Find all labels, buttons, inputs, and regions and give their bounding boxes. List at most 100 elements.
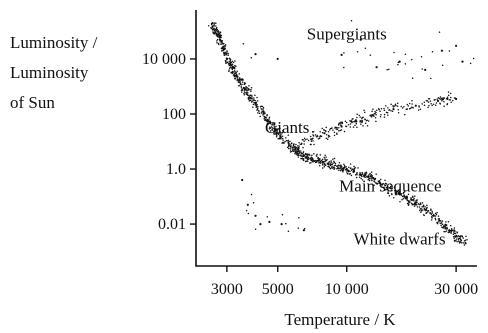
star-point bbox=[373, 115, 375, 117]
star-point bbox=[297, 227, 300, 229]
star-point bbox=[256, 100, 259, 102]
star-point bbox=[430, 219, 433, 221]
star-point bbox=[213, 33, 215, 35]
star-point bbox=[329, 164, 332, 167]
star-point bbox=[318, 158, 320, 160]
star-point bbox=[283, 141, 285, 144]
star-point bbox=[235, 71, 238, 74]
star-point bbox=[445, 224, 448, 226]
star-point bbox=[325, 137, 328, 140]
star-point bbox=[301, 152, 304, 155]
star-point bbox=[312, 140, 314, 142]
star-point bbox=[324, 158, 326, 160]
star-point bbox=[290, 142, 293, 145]
star-point bbox=[350, 169, 353, 171]
star-point bbox=[254, 228, 257, 231]
star-point bbox=[212, 31, 214, 33]
star-point bbox=[400, 194, 403, 196]
star-point bbox=[402, 192, 404, 195]
star-point bbox=[389, 185, 392, 188]
star-point bbox=[285, 137, 287, 139]
star-point bbox=[434, 219, 437, 221]
star-point bbox=[303, 137, 306, 139]
star-point bbox=[377, 107, 380, 110]
star-point bbox=[242, 43, 245, 45]
star-point bbox=[346, 173, 349, 175]
star-point bbox=[307, 139, 310, 142]
star-point bbox=[300, 155, 303, 157]
star-point bbox=[240, 79, 242, 81]
star-point bbox=[456, 240, 458, 243]
star-point bbox=[388, 68, 390, 71]
star-point bbox=[324, 160, 326, 163]
star-point bbox=[327, 136, 330, 138]
star-point bbox=[390, 110, 392, 112]
star-point bbox=[224, 45, 226, 48]
star-point bbox=[248, 88, 250, 91]
star-point bbox=[207, 24, 210, 27]
star-point bbox=[268, 122, 270, 124]
star-point bbox=[441, 223, 444, 226]
star-point bbox=[445, 230, 448, 232]
star-point bbox=[379, 181, 381, 183]
star-point bbox=[389, 183, 392, 185]
star-point bbox=[249, 99, 251, 102]
star-point bbox=[266, 122, 269, 124]
star-point bbox=[407, 204, 410, 207]
star-point bbox=[285, 222, 287, 225]
star-point bbox=[318, 137, 321, 140]
star-point bbox=[393, 51, 395, 54]
star-point bbox=[238, 81, 241, 83]
star-point bbox=[351, 168, 354, 171]
star-point bbox=[406, 199, 408, 201]
star-point bbox=[217, 31, 219, 34]
star-point bbox=[464, 239, 467, 241]
star-point bbox=[441, 64, 444, 67]
star-point bbox=[419, 108, 422, 110]
star-point bbox=[321, 167, 324, 169]
star-point bbox=[225, 62, 227, 64]
star-point bbox=[277, 132, 280, 135]
star-point bbox=[447, 94, 450, 97]
star-point bbox=[252, 106, 254, 108]
star-point bbox=[294, 152, 296, 155]
star-point bbox=[279, 131, 281, 133]
star-point bbox=[281, 214, 284, 216]
star-point bbox=[269, 130, 272, 132]
star-point bbox=[459, 235, 462, 237]
star-point bbox=[318, 164, 321, 167]
star-point bbox=[254, 102, 256, 105]
star-point bbox=[332, 158, 334, 160]
star-point bbox=[421, 103, 423, 105]
star-point bbox=[418, 106, 420, 108]
star-point bbox=[225, 57, 228, 59]
star-point bbox=[404, 63, 407, 65]
star-point bbox=[319, 131, 321, 133]
star-point bbox=[336, 168, 338, 170]
star-point bbox=[234, 60, 236, 62]
star-point bbox=[409, 107, 412, 109]
star-point bbox=[444, 226, 446, 228]
star-point bbox=[238, 77, 241, 79]
star-point bbox=[294, 151, 297, 154]
star-point bbox=[228, 64, 231, 67]
star-point bbox=[399, 192, 402, 195]
star-point bbox=[448, 50, 451, 52]
star-point bbox=[228, 69, 230, 71]
star-point bbox=[397, 109, 400, 111]
star-point bbox=[443, 230, 445, 233]
star-point bbox=[237, 78, 239, 81]
star-point bbox=[272, 122, 274, 124]
star-point bbox=[374, 117, 377, 119]
star-point bbox=[366, 124, 369, 127]
star-point bbox=[329, 163, 332, 166]
star-point bbox=[455, 239, 457, 242]
star-point bbox=[303, 140, 305, 142]
star-point bbox=[385, 189, 387, 191]
star-point bbox=[452, 233, 455, 235]
star-point bbox=[314, 134, 317, 136]
star-point bbox=[373, 184, 375, 187]
star-point bbox=[372, 177, 375, 179]
star-point bbox=[224, 47, 226, 50]
star-point bbox=[259, 106, 262, 108]
